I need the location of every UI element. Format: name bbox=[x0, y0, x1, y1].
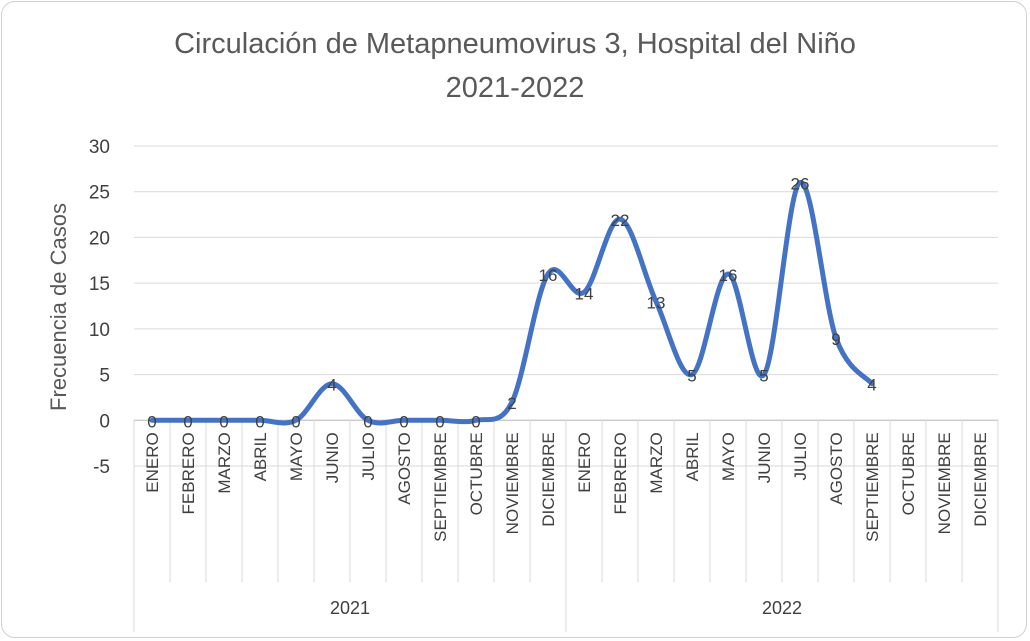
y-tick-label: 5 bbox=[99, 366, 110, 387]
data-label: 16 bbox=[539, 266, 558, 285]
x-tick-label: JUNIO bbox=[323, 432, 342, 483]
x-tick-label: SEPTIEMBRE bbox=[431, 432, 450, 542]
data-label: 5 bbox=[759, 367, 768, 386]
y-tick-label: 15 bbox=[89, 274, 110, 295]
y-tick-label: 20 bbox=[89, 228, 110, 249]
x-tick-label: OCTUBRE bbox=[467, 432, 486, 515]
data-label: 0 bbox=[255, 412, 264, 431]
x-tick-label: NOVIEMBRE bbox=[935, 432, 954, 534]
x-tick-label: ENERO bbox=[575, 432, 594, 492]
data-label: 16 bbox=[719, 266, 738, 285]
group-label: 2022 bbox=[762, 598, 802, 618]
x-tick-label: DICIEMBRE bbox=[539, 432, 558, 526]
x-tick-label: ENERO bbox=[143, 432, 162, 492]
y-axis-label: Frecuencia de Casos bbox=[46, 203, 71, 411]
data-label: 5 bbox=[687, 367, 696, 386]
chart-title-line-1: Circulación de Metapneumovirus 3, Hospit… bbox=[174, 28, 856, 60]
y-tick-label: 10 bbox=[89, 320, 110, 341]
data-label: 0 bbox=[471, 412, 480, 431]
x-tick-label: JUNIO bbox=[755, 432, 774, 483]
chart-title: Circulación de Metapneumovirus 3, Hospit… bbox=[0, 22, 1030, 110]
x-tick-label: OCTUBRE bbox=[899, 432, 918, 515]
data-label: 13 bbox=[647, 293, 666, 312]
data-label: 4 bbox=[327, 376, 336, 395]
x-tick-label: AGOSTO bbox=[395, 432, 414, 504]
x-tick-label: MARZO bbox=[647, 432, 666, 493]
y-axis-ticks: -5 0 5 10 15 20 25 30 bbox=[89, 137, 110, 478]
x-tick-label: NOVIEMBRE bbox=[503, 432, 522, 534]
group-label: 2021 bbox=[330, 598, 370, 618]
y-tick-label: 0 bbox=[99, 411, 110, 432]
x-axis: ENERO FEBRERO MARZO ABRIL MAYO JUNIO JULIO AGOS… bbox=[133, 419, 999, 632]
x-tick-label: DICIEMBRE bbox=[971, 432, 990, 526]
data-labels: 0 0 0 0 0 4 0 0 0 0 2 16 14 22 13 5 16 5 26 9 4 bbox=[147, 175, 876, 432]
data-label: 9 bbox=[831, 330, 840, 349]
x-tick-label: MAYO bbox=[719, 432, 738, 481]
data-label: 14 bbox=[575, 284, 594, 303]
x-tick-label: JULIO bbox=[791, 432, 810, 480]
data-label: 26 bbox=[791, 175, 810, 194]
x-tick-label: MARZO bbox=[215, 432, 234, 493]
data-label: 0 bbox=[363, 412, 372, 431]
data-label: 0 bbox=[435, 412, 444, 431]
x-tick-label: SEPTIEMBRE bbox=[863, 432, 882, 542]
chart-title-line-2: 2021-2022 bbox=[445, 72, 585, 104]
data-label: 0 bbox=[399, 412, 408, 431]
data-label: 0 bbox=[183, 412, 192, 431]
x-tick-label: JULIO bbox=[359, 432, 378, 480]
y-tick-label: 30 bbox=[89, 137, 110, 158]
data-label: 2 bbox=[507, 394, 516, 413]
data-label: 4 bbox=[867, 376, 876, 395]
data-label: 0 bbox=[291, 412, 300, 431]
y-tick-label: 25 bbox=[89, 183, 110, 204]
x-tick-label: ABRIL bbox=[683, 432, 702, 481]
x-tick-label: FEBRERO bbox=[611, 432, 630, 514]
data-label: 0 bbox=[219, 412, 228, 431]
data-label: 0 bbox=[147, 412, 156, 431]
x-tick-label: ABRIL bbox=[251, 432, 270, 481]
y-tick-label: -5 bbox=[93, 457, 110, 478]
series-line bbox=[149, 180, 875, 426]
x-tick-label: MAYO bbox=[287, 432, 306, 481]
x-tick-label: AGOSTO bbox=[827, 432, 846, 504]
x-tick-label: FEBRERO bbox=[179, 432, 198, 514]
data-label: 22 bbox=[611, 211, 630, 230]
